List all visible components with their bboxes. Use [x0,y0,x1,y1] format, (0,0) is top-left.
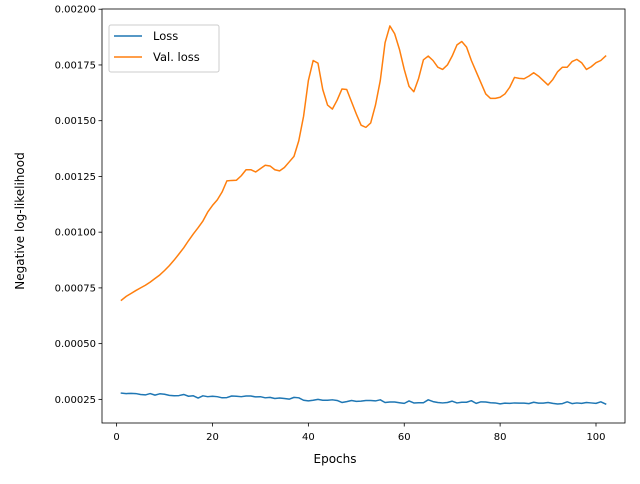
y-tick-label: 0.00050 [55,339,96,350]
y-tick-label: 0.00150 [55,116,96,127]
y-tick-label: 0.00100 [55,228,96,239]
x-tick-label: 20 [206,432,219,443]
series-line-val-loss [120,25,607,302]
x-tick-label: 80 [494,432,507,443]
y-tick-label: 0.00200 [55,5,96,16]
x-axis: 0 20 40 60 80 100 [113,423,606,443]
legend: Loss Val. loss [108,24,220,73]
y-tick-label: 0.00175 [55,60,96,71]
legend-label-val-loss: Val. loss [153,50,200,64]
plot-area [101,8,626,424]
series-line-loss [120,392,607,406]
x-tick-label: 0 [113,432,119,443]
legend-label-loss: Loss [153,29,178,43]
axes-frame [101,8,626,424]
y-tick-label: 0.00025 [55,395,96,406]
x-tick-label: 60 [398,432,411,443]
y-tick-label: 0.00125 [55,172,96,183]
x-axis-label: Epochs [314,452,357,466]
y-axis-label: Negative log-likelihood [13,152,27,289]
x-tick-label: 40 [302,432,315,443]
y-axis: 0.00025 0.00050 0.00075 0.00100 0.00125 0.001… [55,5,102,406]
x-tick-label: 100 [586,432,605,443]
y-tick-label: 0.00075 [55,283,96,294]
